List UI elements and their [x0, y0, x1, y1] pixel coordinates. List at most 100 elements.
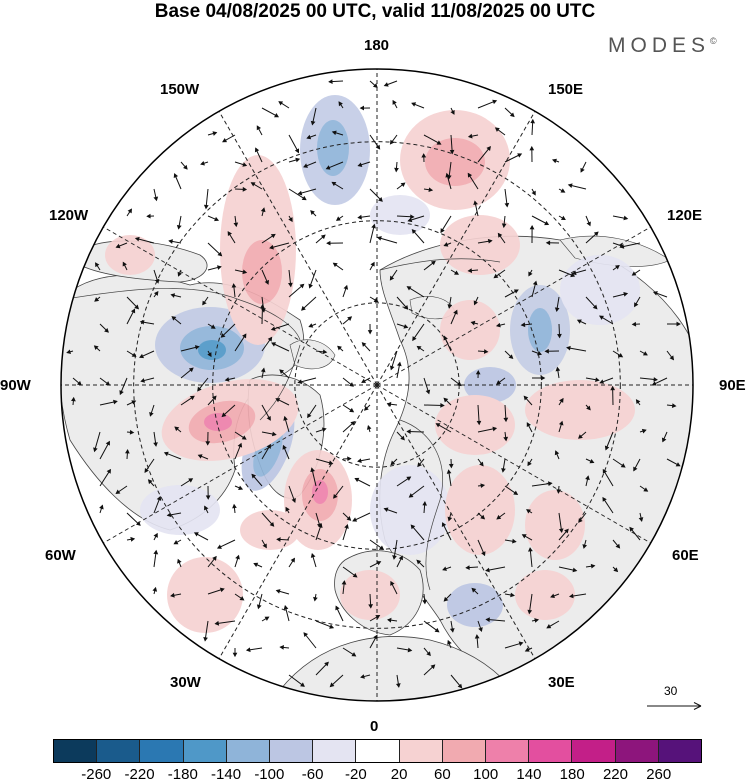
- wind-arrow-head: [256, 604, 262, 610]
- wind-arrow-head: [93, 345, 99, 350]
- wind-arrow-head: [210, 324, 216, 329]
- wind-arrow-head: [512, 538, 517, 544]
- wind-arrow-head: [599, 379, 605, 384]
- wind-arrow-head: [559, 397, 564, 403]
- wind-arrow-head: [407, 217, 413, 223]
- wind-arrow-head: [66, 349, 72, 354]
- wind-arrow-head: [425, 389, 431, 395]
- wind-arrow-head: [241, 435, 247, 440]
- wind-arrow-head: [115, 243, 121, 249]
- wind-arrow-head: [260, 207, 266, 213]
- wind-arrow-head: [270, 326, 276, 331]
- colorbar-swatch: [140, 740, 184, 762]
- wind-arrow-head: [295, 157, 301, 163]
- wind-arrow-head: [359, 105, 364, 111]
- wind-arrow-head: [242, 333, 247, 339]
- wind-arrow-head: [422, 599, 428, 605]
- wind-arrow-head: [443, 397, 449, 403]
- wind-arrow-head: [331, 130, 337, 136]
- wind-arrow-head: [467, 133, 473, 139]
- wind-arrow-head: [379, 545, 385, 551]
- wind-arrow-head: [366, 424, 372, 430]
- wind-arrow-head: [496, 380, 502, 385]
- wind-arrow-head: [389, 139, 395, 145]
- wind-arrow-head: [177, 271, 182, 277]
- wind-arrow-head: [544, 348, 549, 354]
- wind-arrow-head: [139, 319, 145, 325]
- wind-arrow: [234, 334, 247, 352]
- wind-arrow-head: [567, 183, 573, 189]
- wind-arrow-head: [254, 147, 260, 153]
- anomaly-high-core: [242, 240, 282, 304]
- wind-arrow-head: [390, 580, 395, 586]
- wind-arrow-head: [335, 216, 341, 221]
- wind-arrow-head: [410, 524, 416, 530]
- wind-arrow-head: [467, 268, 473, 273]
- wind-arrow-head: [619, 244, 625, 249]
- wind-arrow-head: [270, 233, 276, 239]
- wind-arrow-head: [434, 627, 440, 633]
- wind-arrow-head: [238, 485, 244, 490]
- wind-arrow-head: [310, 120, 316, 126]
- wind-arrow-head: [329, 682, 335, 688]
- wind-arrow-head: [294, 148, 299, 154]
- polar-map: [60, 68, 694, 702]
- wind-arrow-head: [177, 558, 182, 564]
- wind-arrow-head: [373, 297, 379, 303]
- wind-arrow-head: [532, 280, 538, 286]
- anomaly-low-core: [317, 120, 349, 176]
- wind-arrow-head: [400, 435, 405, 441]
- wind-arrow-head: [408, 493, 414, 498]
- wind-arrow-head: [140, 378, 146, 383]
- wind-arrow-head: [242, 162, 248, 167]
- wind-arrow-head: [396, 361, 402, 367]
- wind-arrow-head: [173, 173, 179, 178]
- wind-arrow-head: [290, 557, 295, 563]
- wind-arrow-head: [560, 215, 566, 221]
- wind-arrow-head: [470, 320, 476, 326]
- wind-arrow-head: [242, 186, 248, 192]
- wind-arrow-head: [368, 604, 374, 609]
- wind-arrow-head: [527, 547, 533, 552]
- wind-arrow-head: [480, 514, 486, 520]
- wind-arrow-head: [503, 436, 509, 442]
- wind-arrow-head: [106, 468, 111, 474]
- wind-arrow-head: [526, 509, 531, 514]
- wind-arrow-head: [546, 624, 552, 629]
- wind-arrow-head: [387, 617, 392, 623]
- wind-arrow-head: [130, 308, 136, 314]
- anomaly-high-core: [425, 138, 485, 186]
- wind-arrow-head: [310, 467, 315, 473]
- wind-arrow-head: [174, 426, 180, 432]
- latitude-circle: [133, 141, 621, 629]
- wind-arrow-head: [325, 165, 331, 170]
- wind-arrow-head: [156, 495, 162, 501]
- wind-arrow-head: [527, 609, 533, 615]
- wind-arrow-head: [301, 195, 307, 201]
- wind-arrow-head: [560, 188, 566, 193]
- wind-arrow-head: [450, 109, 455, 115]
- wind-arrow-head: [347, 456, 352, 462]
- lon-label-150e: 150E: [548, 81, 584, 98]
- wind-arrow-head: [635, 399, 641, 404]
- wind-arrow-head: [446, 469, 452, 474]
- wind-arrow-head: [173, 540, 179, 545]
- wind-arrow-head: [202, 300, 207, 306]
- wind-arrow-head: [219, 587, 225, 593]
- wind-arrow-head: [557, 333, 562, 339]
- wind-arrow-head: [571, 270, 577, 276]
- wind-arrow-head: [171, 316, 177, 321]
- wind-arrow-head: [371, 223, 376, 229]
- wind-arrow-head: [94, 297, 100, 302]
- wind-arrow-head: [349, 382, 354, 387]
- wind-arrow-head: [576, 319, 582, 324]
- wind-arrow-head: [306, 134, 312, 140]
- wind-arrow-head: [328, 79, 333, 85]
- wind-arrow-head: [279, 369, 285, 374]
- wind-arrow-head: [493, 273, 499, 279]
- wind-arrow-head: [269, 521, 275, 527]
- wind-arrow-head: [245, 647, 251, 653]
- wind-arrow-head: [467, 172, 473, 178]
- anomaly-high: [525, 490, 585, 560]
- wind-arrow-head: [337, 345, 342, 351]
